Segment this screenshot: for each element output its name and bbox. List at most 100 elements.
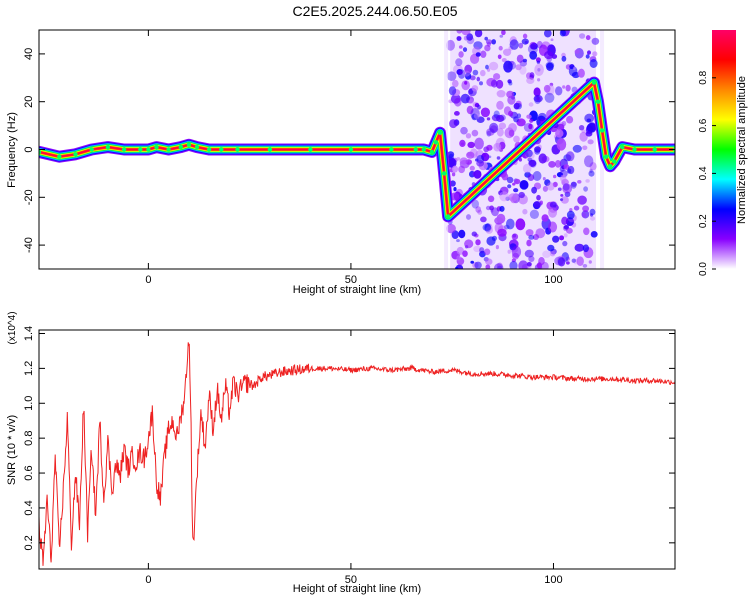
noise-blob — [506, 90, 514, 99]
noise-blob — [586, 118, 592, 123]
noise-blob — [579, 33, 586, 39]
noise-blob — [482, 223, 492, 231]
noise-blob — [486, 130, 492, 137]
noise-blob — [536, 96, 540, 101]
noise-blob — [561, 55, 567, 62]
noise-blob — [460, 126, 468, 135]
noise-blob — [465, 72, 472, 80]
noise-blob — [555, 129, 564, 138]
noise-blob — [486, 236, 496, 246]
colorbar-strip — [712, 30, 736, 269]
noise-blob — [537, 78, 541, 82]
noise-blob — [454, 111, 460, 116]
noise-blob — [553, 174, 557, 179]
noise-blob — [493, 73, 501, 80]
noise-blob — [585, 54, 590, 59]
noise-blob — [489, 122, 499, 134]
noise-blob — [503, 48, 512, 56]
noise-blob — [529, 118, 534, 123]
noise-blob — [541, 214, 549, 222]
noise-blob — [565, 84, 571, 92]
noise-blob — [559, 235, 565, 241]
noise-blob — [484, 36, 489, 41]
noise-blob — [572, 144, 582, 153]
ridge-knot — [620, 144, 625, 150]
noise-blob — [475, 239, 481, 246]
noise-blob — [497, 228, 507, 237]
ridge-knot — [178, 144, 183, 150]
noise-blob — [582, 264, 588, 268]
noise-blob — [458, 70, 463, 75]
noise-blob — [521, 38, 529, 45]
noise-blob — [511, 245, 522, 258]
ridge-knot — [437, 130, 443, 135]
noise-blob — [567, 165, 575, 175]
noise-blob — [469, 165, 475, 171]
noise-blob — [583, 186, 588, 192]
noise-blob — [449, 180, 456, 187]
noise-blob — [484, 44, 491, 52]
noise-blob — [490, 79, 498, 88]
noise-blob — [494, 263, 504, 269]
ridge-knot — [591, 80, 597, 85]
snr-y-ticks: 0.2 0.4 0.6 0.8 1.0 1.2 1.4 — [23, 326, 675, 550]
noise-blob — [563, 233, 568, 238]
ridge-knot — [39, 149, 42, 155]
colorbar-tick-label: 0.0 — [698, 262, 709, 276]
noise-blob — [513, 102, 520, 110]
x-tick-label: 100 — [544, 274, 562, 286]
noise-blob — [527, 44, 538, 55]
noise-blob — [496, 100, 504, 110]
noise-blob — [463, 35, 468, 41]
noise-blob — [538, 153, 547, 164]
noise-blob — [566, 115, 574, 124]
noise-blob — [528, 235, 535, 240]
ridge-knot — [441, 171, 447, 176]
noise-blob — [525, 150, 535, 161]
x-tick-label: 0 — [145, 574, 151, 586]
noise-blob — [507, 79, 512, 84]
noise-blob — [460, 93, 470, 104]
noise-blob — [562, 183, 570, 191]
noise-blob — [552, 181, 558, 188]
noise-blob — [456, 239, 460, 243]
y-tick-label: 1.0 — [23, 396, 35, 411]
noise-blob — [495, 245, 499, 250]
noise-blob — [501, 30, 506, 36]
noise-blob — [546, 182, 555, 191]
noise-blob — [484, 248, 491, 256]
noise-blob — [481, 152, 490, 162]
noise-blob — [566, 227, 573, 234]
noise-blob — [566, 210, 575, 220]
noise-blob — [514, 178, 521, 185]
noise-blob — [464, 64, 473, 74]
noise-blob — [590, 231, 598, 238]
noise-blob — [565, 151, 575, 162]
noise-blob — [477, 104, 481, 110]
noise-blob — [550, 38, 554, 41]
noise-blob — [572, 66, 576, 71]
noise-blob — [466, 214, 471, 220]
noise-blob — [561, 120, 567, 127]
noise-blob — [458, 165, 465, 174]
noise-blob — [471, 231, 477, 237]
noise-blob — [506, 176, 514, 184]
noise-blob — [456, 246, 464, 255]
noise-blob — [480, 69, 486, 77]
y-tick-label: 0 — [23, 146, 35, 152]
noise-blob — [498, 190, 503, 196]
noise-blob — [471, 85, 479, 92]
noise-blob — [519, 180, 529, 190]
colorbar-label: Normalized spectral amplitude — [736, 76, 748, 224]
noise-blob — [574, 243, 585, 252]
noise-blob — [487, 195, 495, 203]
noise-blob — [585, 127, 593, 135]
noise-blob — [526, 77, 535, 84]
noise-blob — [557, 123, 565, 132]
noise-blob — [528, 123, 533, 130]
colorbar: 0.0 0.2 0.4 0.6 0.8 Normalized spectral ampl… — [698, 30, 748, 276]
noise-blob — [465, 133, 472, 139]
noise-blob — [485, 264, 491, 269]
noise-blob — [476, 76, 481, 82]
y-tick-label: 1.2 — [23, 361, 35, 376]
